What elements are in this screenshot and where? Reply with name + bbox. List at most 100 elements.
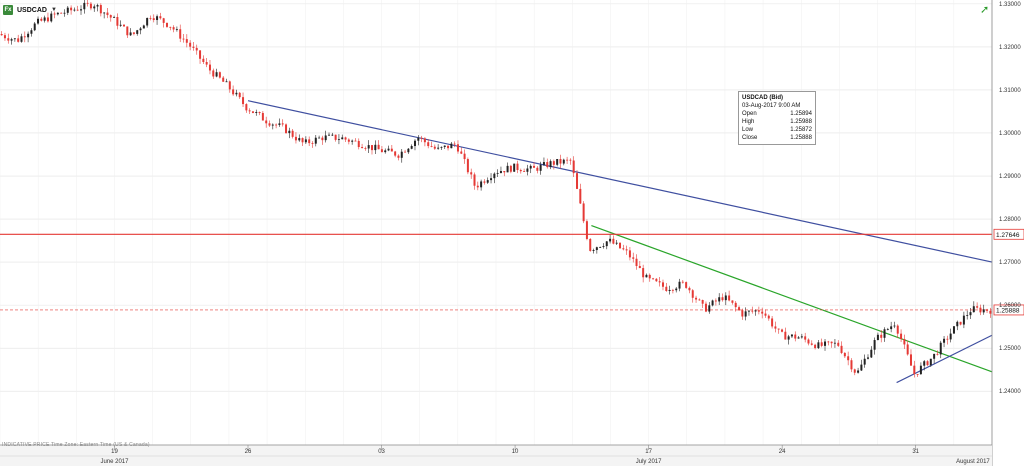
candle-body	[470, 172, 473, 175]
candle-body	[863, 358, 866, 365]
x-tick-label: 24	[779, 449, 786, 455]
candle-body	[328, 134, 331, 136]
candle-body	[169, 26, 172, 28]
candle-body	[536, 167, 539, 171]
candle-body	[698, 299, 701, 301]
candle-body	[896, 325, 899, 334]
candle-body	[417, 137, 420, 141]
candle-body	[665, 286, 668, 291]
candle-body	[503, 171, 506, 173]
candle-body	[728, 295, 731, 301]
candle-body	[149, 17, 152, 19]
candle-body	[89, 3, 92, 9]
candle-body	[837, 342, 840, 346]
candle-body	[13, 38, 16, 40]
candle-body	[308, 139, 311, 144]
candle-body	[109, 15, 112, 18]
x-month-label: August 2017	[956, 459, 990, 465]
candle-body	[850, 360, 853, 370]
symbol-label: USDCAD	[17, 6, 47, 14]
candle-body	[258, 112, 261, 114]
candle-body	[622, 248, 625, 250]
candle-body	[63, 12, 66, 14]
candle-body	[427, 142, 430, 147]
candle-body	[870, 349, 873, 358]
candle-body	[232, 89, 235, 95]
candle-body	[585, 221, 588, 239]
candle-body	[123, 24, 125, 27]
candle-body	[969, 312, 972, 316]
candle-body	[952, 326, 955, 334]
candle-body	[506, 165, 509, 173]
candle-body	[757, 310, 760, 312]
caret-down-icon[interactable]: ▼	[50, 7, 57, 13]
candle-body	[873, 340, 876, 350]
candle-body	[761, 311, 764, 314]
candle-body	[513, 163, 516, 172]
symbol-selector[interactable]: Fx USDCAD ▼	[3, 2, 57, 18]
candle-body	[136, 30, 139, 34]
candle-body	[625, 249, 628, 251]
candle-body	[142, 25, 145, 29]
candle-body	[949, 333, 952, 340]
candle-body	[400, 151, 403, 158]
indicative-price-note: INDICATIVE PRICE Time Zone: Eastern Time…	[2, 442, 150, 448]
candle-body	[569, 159, 572, 161]
x-month-label: June 2017	[100, 459, 129, 465]
tooltip-datetime: 03-Aug-2017 9:00 AM	[742, 103, 801, 109]
candle-body	[73, 9, 76, 11]
level-tag-box	[993, 228, 1024, 240]
candle-body	[43, 17, 46, 21]
candle-body	[549, 161, 552, 168]
candle-body	[199, 50, 202, 59]
candle-body	[619, 242, 621, 249]
candle-body	[857, 370, 860, 373]
candle-body	[602, 246, 605, 247]
candle-body	[23, 36, 26, 38]
candle-body	[351, 140, 354, 142]
candle-body	[83, 2, 86, 10]
candle-body	[827, 341, 830, 343]
candle-body	[278, 123, 281, 125]
candle-body	[814, 344, 817, 349]
candle-body	[367, 145, 370, 149]
candle-body	[711, 300, 714, 306]
y-tick-label: 1.24000	[999, 389, 1021, 395]
y-tick-label: 1.29000	[999, 174, 1021, 180]
candle-body	[384, 150, 387, 153]
x-tick-label: 10	[512, 449, 519, 455]
candle-body	[377, 144, 380, 150]
candle-body	[516, 163, 519, 170]
trend-arrow-icon[interactable]: ➚	[980, 4, 990, 16]
candle-body	[589, 238, 592, 251]
candle-body	[724, 295, 727, 301]
candle-body	[86, 2, 89, 4]
candle-body	[245, 104, 248, 111]
y-tick-label: 1.31000	[999, 88, 1021, 94]
candle-body	[208, 64, 211, 71]
candle-body	[790, 334, 793, 337]
candle-body	[566, 159, 569, 161]
candle-body	[40, 18, 43, 21]
candle-body	[754, 310, 757, 312]
candle-body	[655, 278, 658, 282]
candle-body	[787, 336, 790, 340]
candle-body	[20, 36, 23, 42]
candle-body	[559, 158, 562, 164]
candle-body	[562, 159, 565, 164]
candle-body	[628, 250, 631, 258]
candle-body	[526, 168, 529, 172]
candle-body	[215, 72, 218, 77]
candle-body	[734, 302, 737, 308]
candle-body	[638, 265, 641, 269]
candle-body	[357, 140, 360, 148]
candle-body	[483, 181, 486, 183]
candle-body	[539, 164, 542, 171]
candle-body	[972, 306, 975, 313]
candle-body	[334, 134, 337, 140]
blue-trendline	[896, 334, 993, 384]
candle-body	[966, 315, 969, 316]
candle-body	[658, 281, 661, 283]
